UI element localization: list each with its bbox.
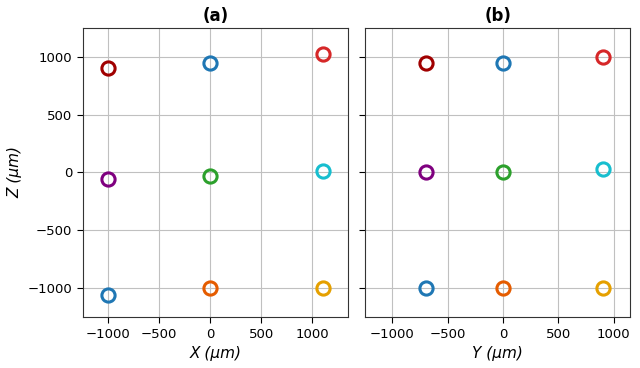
- X-axis label: X (μm): X (μm): [189, 346, 241, 361]
- Title: (a): (a): [202, 7, 228, 25]
- Y-axis label: Z (μm): Z (μm): [7, 146, 22, 198]
- X-axis label: Y (μm): Y (μm): [472, 346, 523, 361]
- Title: (b): (b): [484, 7, 511, 25]
